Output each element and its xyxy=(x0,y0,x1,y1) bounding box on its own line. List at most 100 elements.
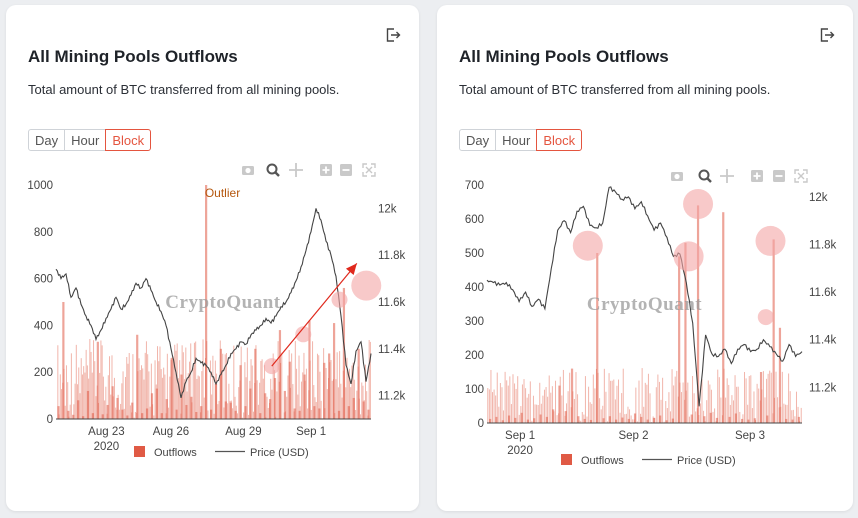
outflow-bar[interactable] xyxy=(195,411,198,419)
outflow-bar[interactable] xyxy=(205,185,208,419)
outflow-bar[interactable] xyxy=(797,416,800,423)
outflow-bar[interactable] xyxy=(678,256,681,423)
outflow-bar[interactable] xyxy=(259,413,262,419)
outflow-bar[interactable] xyxy=(778,327,782,423)
outflow-bar[interactable] xyxy=(145,408,149,419)
outflow-bar[interactable] xyxy=(520,412,523,423)
outflow-bar[interactable] xyxy=(570,368,574,423)
outflow-bar[interactable] xyxy=(352,397,355,419)
outflow-bar[interactable] xyxy=(785,418,788,423)
outflow-bar[interactable] xyxy=(507,415,511,423)
outflow-bar[interactable] xyxy=(224,401,227,419)
outflow-bar[interactable] xyxy=(362,401,365,419)
block-button[interactable]: Block xyxy=(536,129,583,151)
outflow-bar[interactable] xyxy=(633,413,637,423)
outflow-bar[interactable] xyxy=(640,416,643,423)
outflow-bar[interactable] xyxy=(298,410,301,419)
outflow-bar[interactable] xyxy=(766,415,769,423)
camera-icon[interactable] xyxy=(242,166,254,175)
hour-button[interactable]: Hour xyxy=(64,129,107,151)
outflow-bar[interactable] xyxy=(209,409,213,419)
outflow-bar[interactable] xyxy=(552,409,555,423)
outflow-bar[interactable] xyxy=(303,374,306,419)
outflow-bar[interactable] xyxy=(155,388,158,419)
outflow-bar[interactable] xyxy=(690,414,693,424)
outflow-bar[interactable] xyxy=(659,415,662,423)
outflow-bar[interactable] xyxy=(615,419,618,423)
outflow-bar[interactable] xyxy=(696,205,700,423)
outflow-bar[interactable] xyxy=(86,390,90,419)
outflow-bar[interactable] xyxy=(101,414,104,419)
outflow-bar[interactable] xyxy=(57,406,60,419)
block-button[interactable]: Block xyxy=(105,129,152,151)
outflow-bar[interactable] xyxy=(533,418,536,423)
outflow-bar[interactable] xyxy=(308,320,311,419)
outflow-bar[interactable] xyxy=(734,413,737,423)
outflow-bar[interactable] xyxy=(293,408,296,419)
outflow-bar[interactable] xyxy=(269,399,272,419)
export-icon[interactable] xyxy=(819,27,835,43)
outflow-bar[interactable] xyxy=(722,212,725,423)
legend-item-outflows[interactable]: Outflows xyxy=(561,454,624,467)
outflow-bar[interactable] xyxy=(367,409,370,419)
outflow-bar[interactable] xyxy=(72,414,75,419)
outflow-bar[interactable] xyxy=(772,239,775,423)
outflow-bar[interactable] xyxy=(753,418,756,423)
price-line[interactable] xyxy=(486,186,803,407)
outflow-bar[interactable] xyxy=(273,378,277,419)
outflow-bar[interactable] xyxy=(608,416,611,423)
outflow-bar[interactable] xyxy=(646,419,649,423)
outflow-bar[interactable] xyxy=(514,417,517,423)
outflow-bar[interactable] xyxy=(116,397,119,419)
outflow-bar[interactable] xyxy=(121,409,124,419)
outflow-bar[interactable] xyxy=(323,362,326,419)
outflow-bar[interactable] xyxy=(545,416,548,423)
outflow-bar[interactable] xyxy=(126,415,129,419)
outflow-bar[interactable] xyxy=(136,334,139,419)
outflow-bar[interactable] xyxy=(106,404,109,419)
zoom-in-icon[interactable] xyxy=(320,164,332,176)
outflow-bar[interactable] xyxy=(81,416,85,419)
outflow-bar[interactable] xyxy=(337,410,341,419)
outflow-bar[interactable] xyxy=(627,418,630,423)
outflow-bar[interactable] xyxy=(288,361,291,419)
pan-icon[interactable] xyxy=(289,163,303,177)
zoom-icon[interactable] xyxy=(266,163,280,177)
outflow-bar[interactable] xyxy=(747,419,750,423)
zoom-out-icon[interactable] xyxy=(340,164,352,176)
outflow-bar[interactable] xyxy=(131,402,134,419)
outflow-bar[interactable] xyxy=(190,396,193,419)
outflow-bar[interactable] xyxy=(229,402,232,419)
outflow-bar[interactable] xyxy=(67,410,70,419)
zoom-in-icon[interactable] xyxy=(751,170,763,182)
outflow-bar[interactable] xyxy=(141,413,144,419)
camera-icon[interactable] xyxy=(671,172,683,181)
outflow-bar[interactable] xyxy=(244,406,247,419)
outflow-bar[interactable] xyxy=(501,420,504,423)
outflow-bar[interactable] xyxy=(709,412,712,423)
outflow-bar[interactable] xyxy=(170,358,173,419)
outflow-bar[interactable] xyxy=(249,388,252,419)
outflow-bar[interactable] xyxy=(671,418,674,423)
outflow-bar[interactable] xyxy=(111,386,114,419)
outflow-bar[interactable] xyxy=(652,417,656,423)
outflow-bar[interactable] xyxy=(91,413,95,419)
outflow-bar[interactable] xyxy=(264,393,267,419)
outflow-bar[interactable] xyxy=(583,418,586,423)
outflow-bar[interactable] xyxy=(526,419,530,423)
autoscale-icon[interactable] xyxy=(794,169,808,183)
day-button[interactable]: Day xyxy=(459,129,497,151)
outflow-bar[interactable] xyxy=(62,302,65,419)
outflow-bar[interactable] xyxy=(185,404,188,419)
outflow-bar[interactable] xyxy=(165,399,168,419)
outflow-bar[interactable] xyxy=(728,416,731,423)
outflow-bar[interactable] xyxy=(150,393,154,419)
outflow-bar[interactable] xyxy=(539,414,542,424)
outflow-bar[interactable] xyxy=(665,420,668,423)
outflow-bar[interactable] xyxy=(278,330,282,419)
outflow-bar[interactable] xyxy=(621,417,624,423)
legend-item-outflows[interactable]: Outflows xyxy=(134,446,197,459)
outflow-bar[interactable] xyxy=(759,372,763,423)
outflow-bar[interactable] xyxy=(558,385,561,423)
outflow-bar[interactable] xyxy=(219,348,222,419)
